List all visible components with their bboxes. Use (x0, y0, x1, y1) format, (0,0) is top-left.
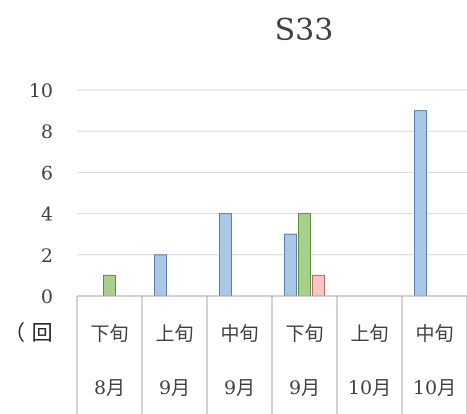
x-tick-period-label: 中旬 (415, 323, 453, 345)
bar-series3-4 (312, 274, 325, 297)
x-tick-period-label: 上旬 (350, 323, 388, 345)
y-tick-label: 10 (29, 80, 53, 102)
y-tick-labels: 0 2 4 6 8 10 (29, 80, 53, 308)
y-axis-label: （ 回 (4, 321, 53, 345)
chart-title: S33 (275, 13, 334, 48)
bar-series2-4 (298, 213, 311, 297)
y-tick-label: 0 (41, 286, 53, 308)
x-tick-period-label: 下旬 (285, 323, 323, 345)
x-tick-period-label: 上旬 (155, 323, 193, 345)
x-tick-month-label: 10月 (348, 377, 391, 399)
x-tick-month-label: 9月 (159, 377, 190, 399)
x-tick-month-label: 9月 (224, 377, 255, 399)
x-tick-period-label: 中旬 (220, 323, 258, 345)
y-tick-label: 2 (41, 245, 53, 267)
x-tick-period-label: 下旬 (90, 323, 128, 345)
bar-series2-1 (103, 274, 116, 297)
x-tick-month-label: 9月 (289, 377, 320, 399)
bar-series1-4 (284, 233, 297, 297)
x-tick-month-label: 8月 (94, 377, 125, 399)
x-axis: 下旬 8月 上旬 9月 中旬 9月 下旬 9月 上旬 10月 中旬 10月 (76, 295, 467, 414)
bar-series1-6 (414, 110, 427, 297)
y-tick-label: 4 (41, 204, 53, 226)
y-tick-label: 6 (41, 162, 53, 184)
bar-series1-3 (219, 213, 232, 297)
gridlines (77, 89, 467, 256)
bars (103, 110, 427, 297)
bar-series1-2 (154, 254, 167, 297)
y-tick-label: 8 (41, 121, 53, 143)
x-tick-month-label: 10月 (413, 377, 456, 399)
